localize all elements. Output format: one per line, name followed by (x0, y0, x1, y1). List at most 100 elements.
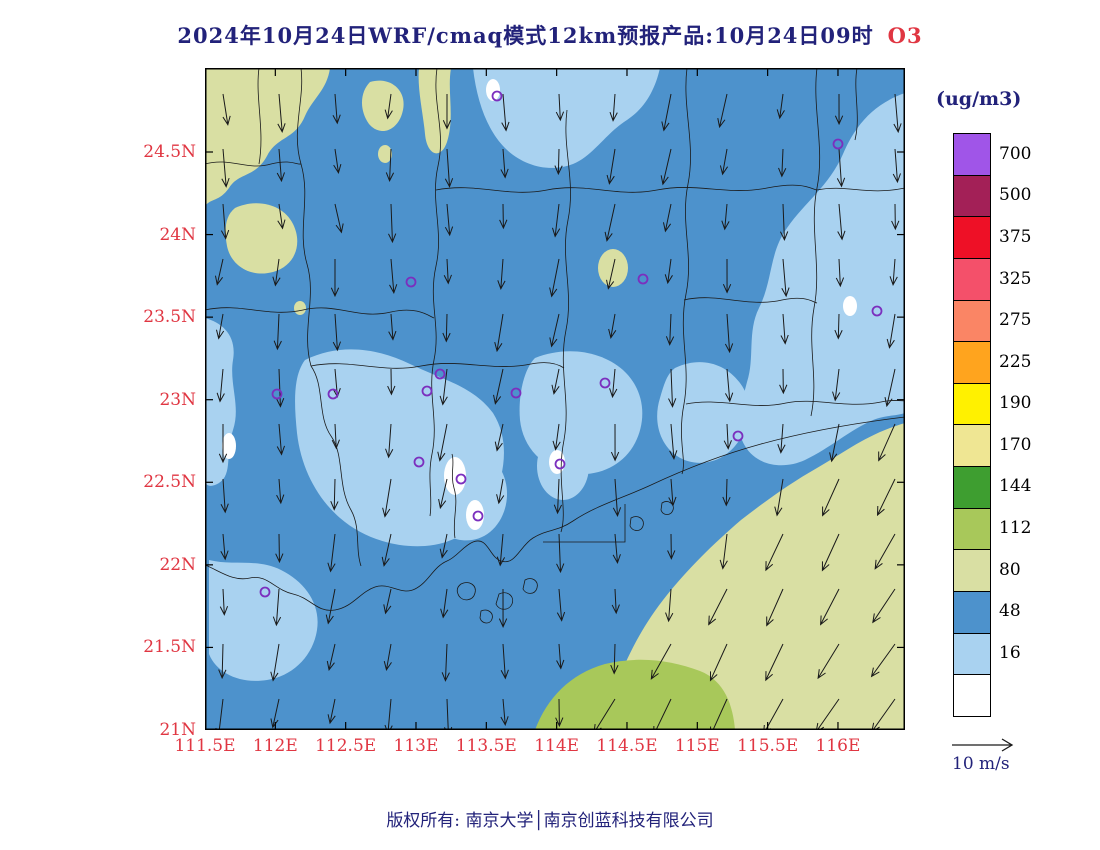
wind-arrow (719, 148, 729, 176)
wind-arrow (438, 478, 448, 510)
wind-arrow (872, 588, 896, 624)
wind-arrow (442, 93, 452, 130)
wind-arrow (330, 258, 340, 298)
wind-arrow (608, 313, 617, 339)
wind-arrow (384, 698, 393, 730)
wind-arrow (765, 533, 784, 572)
lat-axis-label: 21.5N (143, 637, 196, 658)
page-title: 2024年10月24日WRF/cmaq模式12km预报产品:10月24日09时 O… (0, 20, 1100, 50)
colorbar-segment (954, 633, 990, 676)
wind-arrow (722, 258, 732, 294)
wind-arrow (724, 313, 734, 354)
wind-arrow (493, 368, 504, 405)
lat-axis-label: 22.5N (143, 472, 196, 493)
lat-axis-label: 22N (159, 554, 196, 575)
wind-arrow (650, 643, 672, 680)
forecast-map (205, 68, 905, 730)
wind-arrow (878, 423, 896, 462)
wind-arrow (837, 203, 846, 241)
wind-arrow (556, 588, 566, 622)
station-marker (455, 473, 467, 485)
wind-arrow (821, 533, 840, 572)
title-text: 2024年10月24日WRF/cmaq模式12km预报产品:10月24日09时 (177, 23, 874, 48)
wind-arrow (612, 533, 621, 564)
station-marker (491, 90, 503, 102)
wind-arrow (834, 93, 844, 126)
colorbar-tick-label: 190 (999, 393, 1032, 414)
wind-arrow (443, 258, 452, 285)
lat-axis-label: 23N (159, 389, 196, 410)
lon-axis-label: 115E (674, 736, 720, 756)
wind-arrow (276, 423, 285, 456)
wind-arrow (439, 533, 448, 559)
lon-axis-label: 112E (252, 736, 298, 756)
wind-arrow (220, 478, 229, 514)
wind-arrow (612, 478, 622, 517)
lat-axis-label: 23.5N (143, 307, 196, 328)
wind-reference-label: 10 m/s (952, 754, 1010, 774)
wind-arrow (665, 588, 674, 623)
lon-axis-label: 114E (534, 736, 580, 756)
wind-arrow (889, 258, 898, 286)
wind-arrow (667, 533, 676, 560)
wind-arrow (724, 368, 734, 403)
station-marker (832, 138, 844, 150)
wind-arrow (723, 423, 732, 450)
wind-arrow (496, 533, 506, 567)
wind-arrow (270, 643, 280, 682)
wind-arrow (870, 643, 896, 678)
wind-arrow (668, 368, 677, 408)
wind-arrow (494, 313, 504, 353)
wind-arrow (496, 478, 505, 505)
colorbar-segment (954, 675, 990, 716)
colorbar-segment (954, 217, 990, 259)
wind-arrow (326, 643, 336, 672)
wind-arrow (665, 313, 675, 346)
lat-axis-label: 21N (159, 719, 196, 740)
wind-arrow (822, 478, 840, 517)
wind-arrow (834, 313, 843, 340)
wind-arrow (556, 643, 565, 670)
colorbar-units-label: (ug/m3) (936, 88, 1022, 110)
wind-arrow (832, 368, 841, 402)
colorbar-segment (954, 508, 990, 551)
wind-arrow (763, 698, 784, 730)
wind-arrow (383, 588, 392, 615)
wind-arrow (820, 588, 840, 626)
station-marker (554, 458, 566, 470)
station-marker (413, 456, 425, 468)
wind-arrow (609, 93, 618, 122)
wind-arrow (604, 203, 616, 242)
wind-arrow (272, 588, 282, 627)
wind-arrow (552, 423, 561, 451)
wind-arrow (876, 478, 896, 517)
copyright-footer: 版权所有: 南京大学│南京创蓝科技有限公司 (386, 811, 714, 831)
wind-arrow (778, 148, 787, 178)
wind-arrow (277, 93, 286, 134)
map-plot-area (205, 68, 905, 730)
wind-arrow (774, 478, 784, 517)
colorbar-tick-label: 16 (999, 642, 1021, 663)
wind-arrow (668, 478, 677, 507)
station-marker (421, 385, 433, 397)
wind-arrow (388, 313, 397, 341)
wind-arrow (389, 258, 398, 294)
colorbar-tick-label: 275 (999, 310, 1032, 331)
colorbar-segment (954, 383, 990, 426)
wind-arrow (331, 423, 340, 450)
station-marker (271, 388, 283, 400)
wind-arrow (440, 588, 449, 619)
colorbar-tick-label: 170 (999, 434, 1032, 455)
wind-arrow (779, 368, 788, 395)
wind-arrow (817, 643, 840, 680)
colorbar-tick-label: 375 (999, 226, 1032, 247)
wind-arrow (220, 203, 230, 240)
wind-arrow (893, 93, 902, 134)
wind-arrow (660, 148, 672, 186)
wind-arrow (332, 93, 341, 125)
lat-axis-label: 24.5N (143, 142, 196, 162)
colorbar-segment (954, 467, 990, 509)
colorbar-segment (954, 258, 990, 301)
wind-arrow (494, 423, 504, 452)
wind-arrow (556, 533, 565, 574)
